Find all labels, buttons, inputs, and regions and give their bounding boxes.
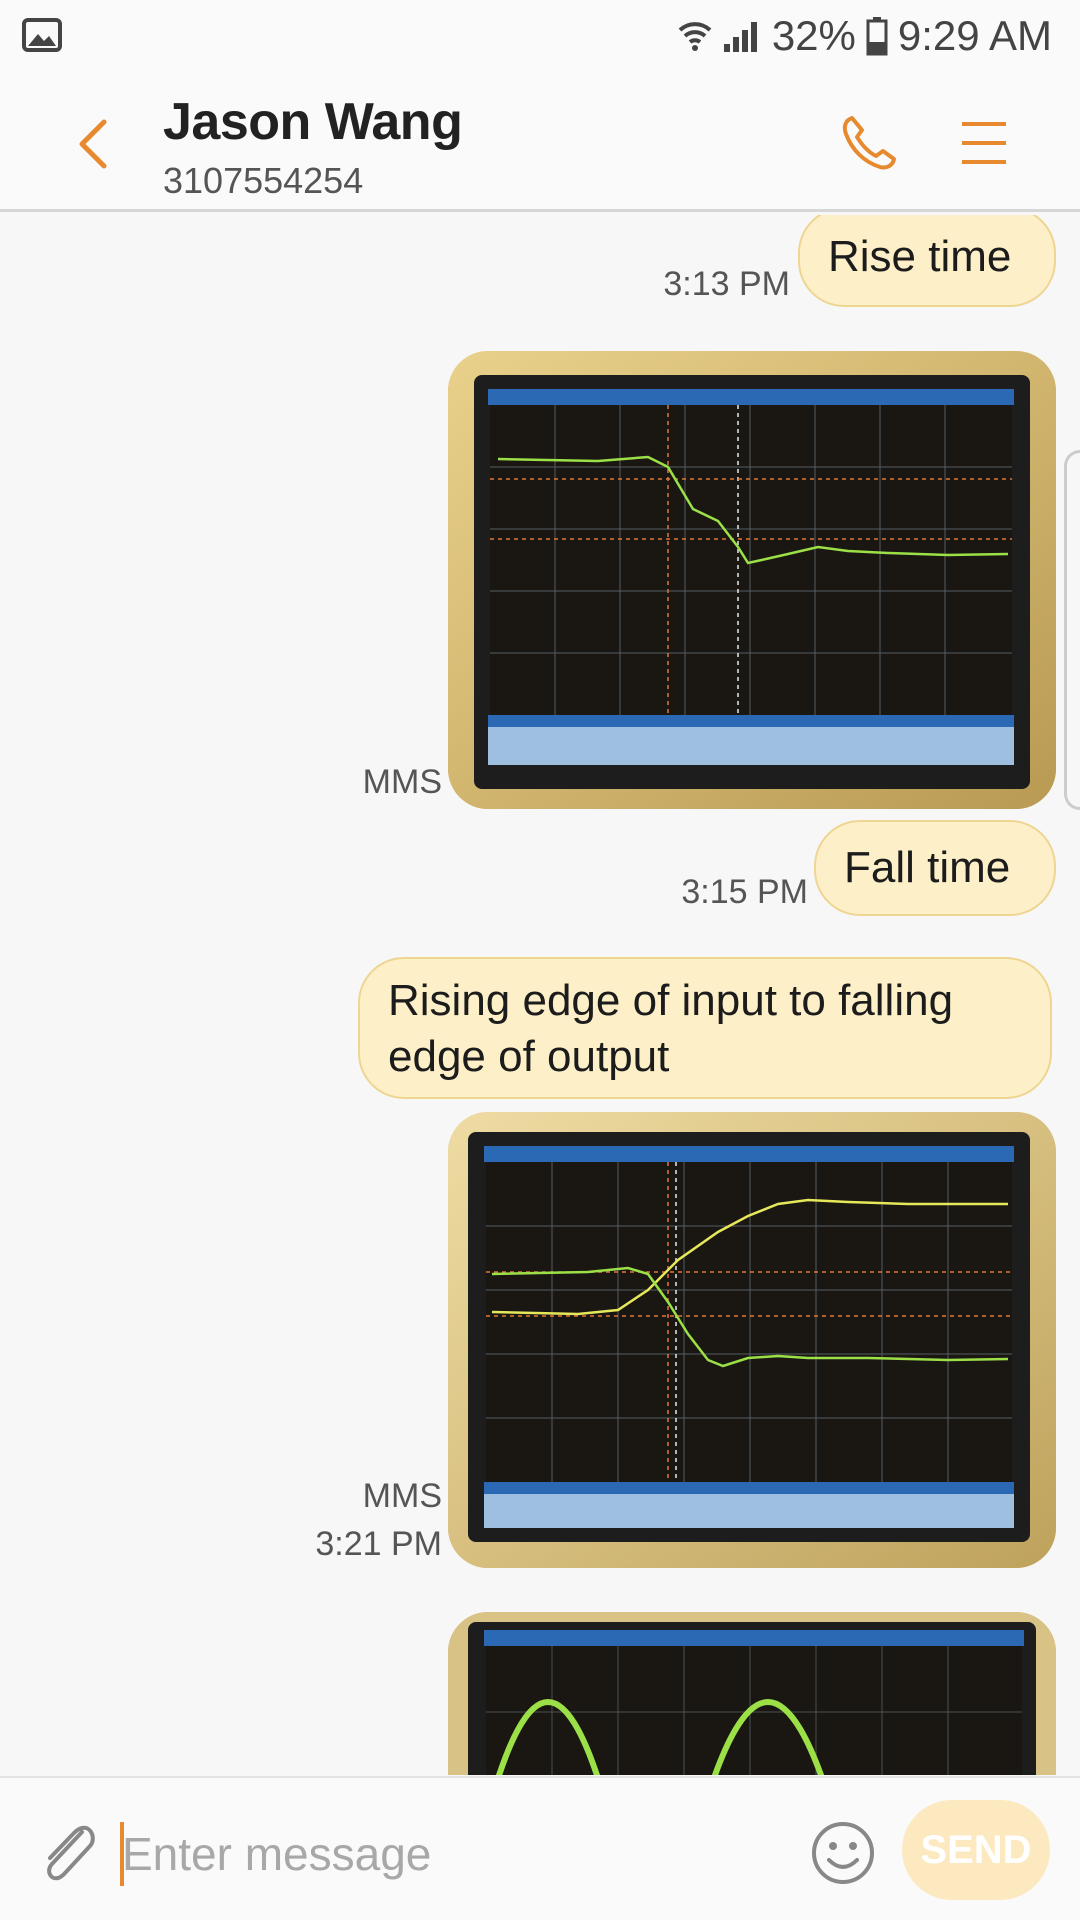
paperclip-icon[interactable] <box>36 1818 100 1888</box>
message-text: Rise time <box>828 232 1012 281</box>
wifi-icon <box>678 22 712 51</box>
message-time: 3:21 PM <box>315 1525 442 1563</box>
conversation-header: Jason Wang 3107554254 <box>0 72 1080 212</box>
oscilloscope-image <box>448 351 1056 809</box>
mms-label: MMS <box>362 1477 442 1515</box>
emoji-icon[interactable] <box>810 1820 876 1886</box>
message-text-line2: edge of output <box>388 1032 670 1081</box>
message-list[interactable]: 3:13 PM Rise time MMS <box>0 215 1080 1775</box>
message-text-line1: Rising edge of input to falling <box>388 976 954 1025</box>
back-icon[interactable] <box>70 116 114 172</box>
oscilloscope-photo[interactable] <box>448 351 1056 809</box>
oscilloscope-image <box>448 1112 1056 1568</box>
message-bubble[interactable]: Rising edge of input to falling edge of … <box>358 957 1052 1099</box>
menu-icon[interactable] <box>960 118 1008 168</box>
oscilloscope-image <box>448 1612 1056 1775</box>
message-bubble[interactable]: Rise time <box>798 215 1056 307</box>
signal-icon <box>723 22 757 52</box>
message-composer: SEND <box>0 1776 1080 1920</box>
mms-label: MMS <box>362 763 442 801</box>
clock: 9:29 AM <box>897 12 1052 59</box>
oscilloscope-photo[interactable] <box>448 1112 1056 1568</box>
gallery-notification-icon <box>22 18 62 52</box>
send-button[interactable]: SEND <box>902 1800 1050 1900</box>
phone-icon[interactable] <box>838 112 900 174</box>
battery-percent: 32% <box>771 12 856 59</box>
scroll-indicator <box>1064 450 1080 810</box>
message-time: 3:13 PM <box>663 265 790 303</box>
message-input[interactable] <box>122 1818 782 1890</box>
contact-number: 3107554254 <box>163 160 364 201</box>
message-time: 3:15 PM <box>681 873 808 911</box>
status-bar: 32% 9:29 AM <box>0 0 1080 72</box>
battery-icon <box>866 17 888 56</box>
message-bubble[interactable]: Fall time <box>814 820 1056 916</box>
message-text: Fall time <box>844 843 1011 892</box>
contact-name: Jason Wang <box>163 93 463 151</box>
oscilloscope-photo[interactable] <box>448 1612 1056 1775</box>
